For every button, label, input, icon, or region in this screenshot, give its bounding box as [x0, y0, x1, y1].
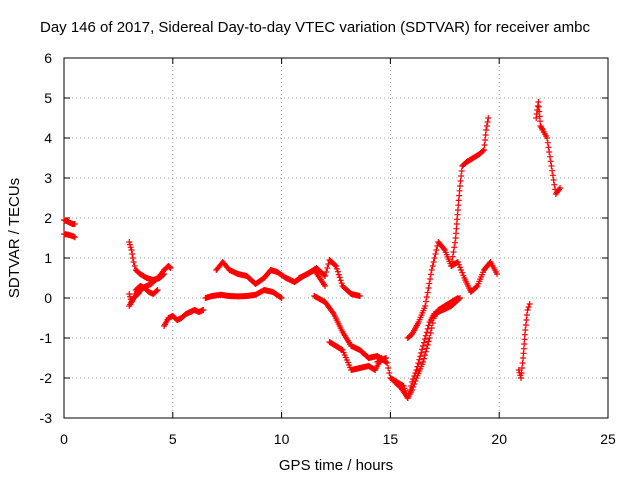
series-s2 [61, 231, 78, 241]
plot-frame [63, 57, 609, 419]
data-point-markers [326, 339, 385, 373]
y-tick-label: -3 [40, 410, 53, 426]
y-axis-label: SDTVAR / TECUs [6, 178, 23, 298]
series-s13 [391, 295, 461, 401]
y-tick-label: 0 [44, 290, 52, 306]
series-s12 [374, 295, 463, 401]
y-tick-label: -1 [40, 330, 53, 346]
x-tick-label: 15 [383, 431, 399, 447]
data-point-markers [202, 287, 285, 301]
series-s17 [533, 99, 564, 197]
series-s6 [161, 307, 207, 329]
series-s14 [404, 239, 500, 341]
data-point-markers [61, 217, 78, 227]
y-tick-label: 5 [44, 90, 52, 106]
series-s1 [61, 217, 78, 227]
grid-lines [64, 58, 608, 418]
data-point-markers [448, 115, 492, 269]
y-tick-label: 4 [44, 130, 52, 146]
series-s15 [448, 115, 492, 269]
data-point-markers [374, 295, 463, 401]
data-point-markers [161, 307, 207, 329]
data-point-markers [296, 257, 363, 299]
y-tick-label: 6 [44, 50, 52, 66]
x-tick-label: 5 [169, 431, 177, 447]
series-s7 [202, 287, 285, 301]
series-s11 [326, 339, 385, 373]
data-points [61, 99, 564, 401]
x-axis-label: GPS time / hours [279, 457, 393, 474]
y-tick-labels: -3 -2 -1 0 1 2 3 4 5 6 [40, 50, 53, 426]
data-point-markers [515, 301, 533, 381]
data-point-markers [311, 293, 389, 365]
x-tick-label: 25 [600, 431, 616, 447]
data-point-markers [404, 239, 500, 341]
x-tick-labels: 0 5 10 15 20 25 [60, 431, 616, 447]
data-point-markers [61, 231, 78, 241]
y-tick-label: 3 [44, 170, 52, 186]
series-s5 [126, 283, 161, 305]
x-tick-label: 10 [274, 431, 290, 447]
y-tick-label: -2 [40, 370, 53, 386]
series-s16 [515, 301, 533, 381]
data-point-markers [533, 99, 564, 197]
x-tick-label: 0 [60, 431, 68, 447]
data-point-markers [126, 283, 161, 305]
y-tick-label: 2 [44, 210, 52, 226]
data-point-markers [391, 295, 461, 401]
chart-title: Day 146 of 2017, Sidereal Day-to-day VTE… [40, 19, 590, 36]
series-s10 [311, 293, 389, 365]
x-tick-label: 20 [491, 431, 507, 447]
axis-ticks [63, 57, 609, 419]
y-tick-label: 1 [44, 250, 52, 266]
series-s9 [296, 257, 363, 299]
